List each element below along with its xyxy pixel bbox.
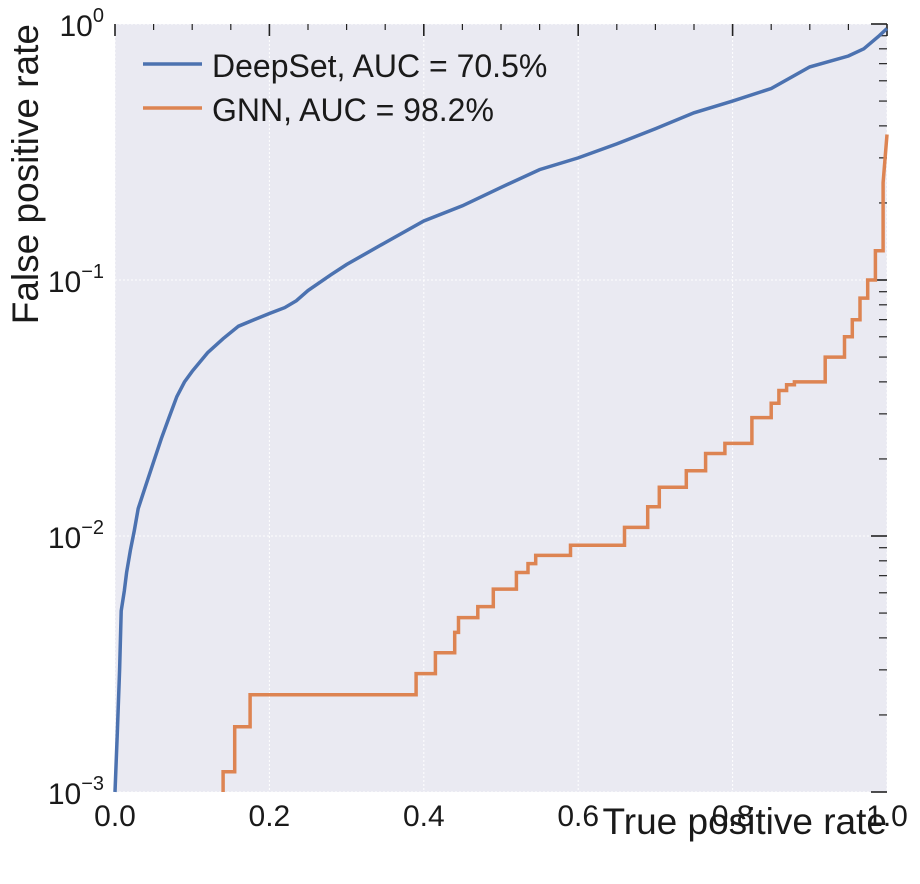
y-tick-label: 10−3 <box>48 773 104 811</box>
ticks <box>114 23 888 793</box>
series-line-deepset <box>113 27 889 793</box>
x-tick-label: 0.6 <box>557 800 599 833</box>
plot-background <box>115 24 887 792</box>
series-line-gnn <box>221 134 889 792</box>
legend: DeepSet, AUC = 70.5% GNN, AUC = 98.2% <box>143 48 547 128</box>
x-tick-label: 0.0 <box>94 800 136 833</box>
x-axis-label: True positive rate <box>603 801 887 842</box>
x-tick-label: 0.8 <box>712 800 754 833</box>
x-tick-labels: 0.0 0.2 0.4 0.6 0.8 1.0 <box>94 800 908 833</box>
y-tick-label: 10−2 <box>48 517 104 555</box>
x-tick-label: 1.0 <box>866 800 908 833</box>
x-tick-label: 0.2 <box>249 800 291 833</box>
y-tick-label: 100 <box>60 5 105 43</box>
y-tick-label: 10−1 <box>48 261 104 299</box>
x-tick-label: 0.4 <box>403 800 445 833</box>
y-tick-labels: 10−3 10−2 10−1 100 <box>48 5 104 811</box>
legend-label-deepset: DeepSet, AUC = 70.5% <box>212 48 547 84</box>
legend-label-gnn: GNN, AUC = 98.2% <box>212 92 494 128</box>
y-axis-label: False positive rate <box>5 24 46 324</box>
series-lines <box>113 27 889 793</box>
grid <box>114 23 888 793</box>
